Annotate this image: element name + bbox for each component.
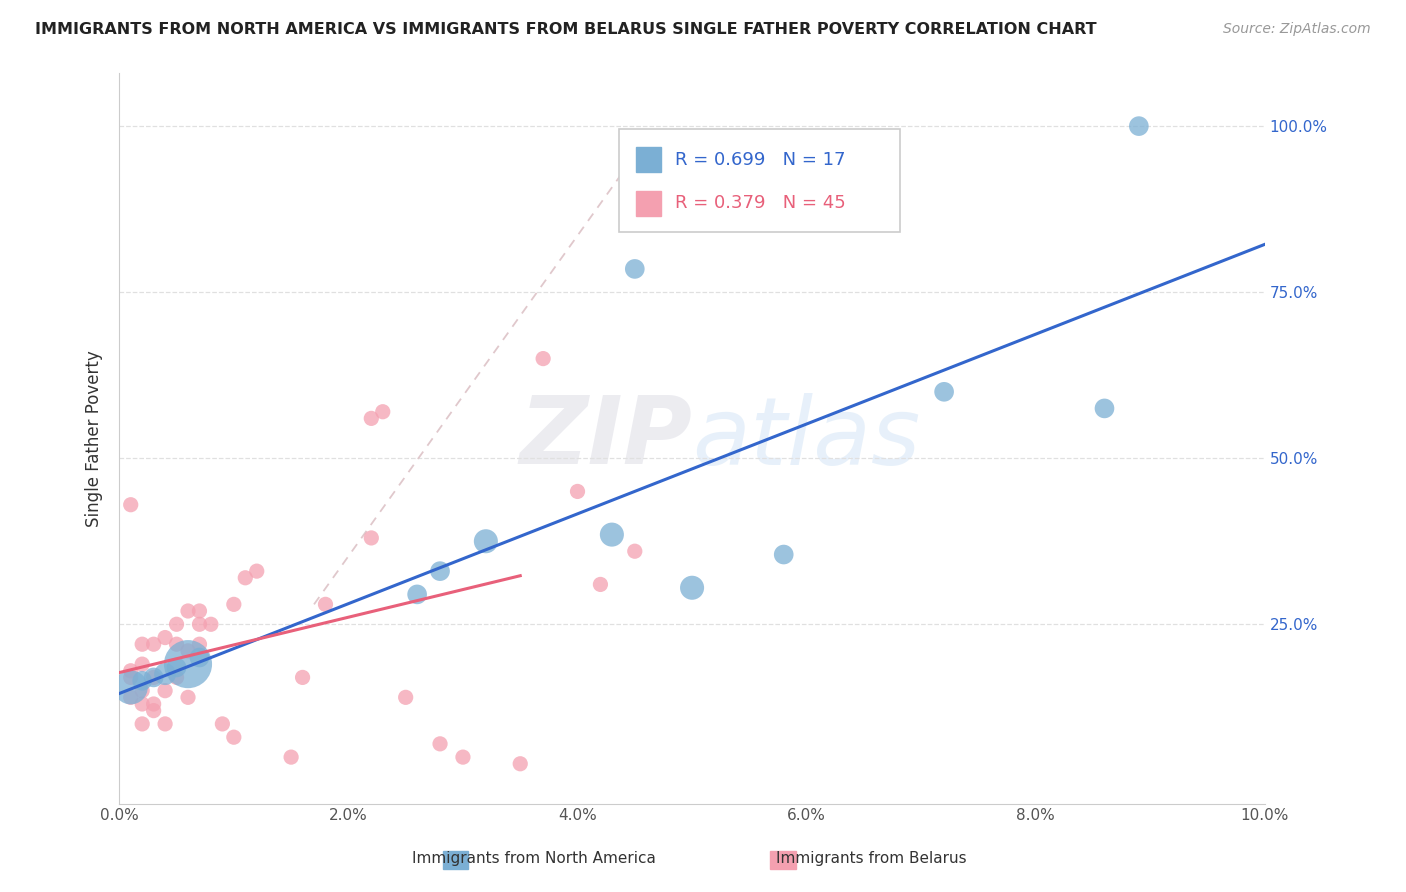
Point [131, 673, 153, 688]
Point [509, 756, 531, 771]
Point [1094, 401, 1116, 416]
Point [429, 564, 451, 578]
Point [623, 544, 645, 558]
Point [120, 498, 142, 512]
Point [623, 261, 645, 276]
Text: Immigrants from North America: Immigrants from North America [412, 852, 657, 866]
Point [475, 534, 498, 549]
Point [211, 717, 233, 731]
Point [153, 683, 176, 698]
Y-axis label: Single Father Poverty: Single Father Poverty [86, 350, 103, 526]
Point [177, 657, 200, 672]
Point [177, 604, 200, 618]
Point [120, 690, 142, 705]
Point [142, 704, 165, 718]
Point [451, 750, 474, 764]
Point [177, 690, 200, 705]
Point [681, 581, 703, 595]
Point [166, 660, 188, 674]
Point [131, 637, 153, 651]
Point [567, 484, 589, 499]
Point [120, 681, 142, 695]
Point [188, 617, 211, 632]
Text: atlas: atlas [692, 392, 921, 483]
Point [131, 683, 153, 698]
Point [142, 637, 165, 651]
Point [772, 548, 794, 562]
Point [153, 717, 176, 731]
Point [166, 637, 188, 651]
Point [131, 697, 153, 711]
Point [166, 670, 188, 684]
Point [131, 657, 153, 672]
Point [371, 405, 394, 419]
Point [233, 571, 256, 585]
Text: Immigrants from Belarus: Immigrants from Belarus [776, 852, 967, 866]
Point [222, 730, 245, 744]
Point [120, 664, 142, 678]
Point [142, 670, 165, 684]
Point [142, 670, 165, 684]
Point [200, 617, 222, 632]
Text: R = 0.379   N = 45: R = 0.379 N = 45 [675, 194, 845, 212]
Point [188, 650, 211, 665]
Text: R = 0.699   N = 17: R = 0.699 N = 17 [675, 151, 845, 169]
Point [120, 670, 142, 684]
Point [429, 737, 451, 751]
Point [360, 411, 382, 425]
Point [177, 644, 200, 658]
Point [589, 577, 612, 591]
Point [531, 351, 554, 366]
Point [314, 598, 336, 612]
Point [246, 564, 269, 578]
Point [1128, 119, 1150, 133]
Text: Source: ZipAtlas.com: Source: ZipAtlas.com [1223, 22, 1371, 37]
Point [142, 697, 165, 711]
Point [188, 604, 211, 618]
Point [222, 598, 245, 612]
Point [600, 527, 623, 541]
Point [395, 690, 418, 705]
Point [153, 631, 176, 645]
Point [932, 384, 955, 399]
Point [131, 717, 153, 731]
Point [291, 670, 314, 684]
Point [406, 587, 429, 601]
Point [166, 617, 188, 632]
Text: ZIP: ZIP [519, 392, 692, 484]
Point [188, 637, 211, 651]
Text: IMMIGRANTS FROM NORTH AMERICA VS IMMIGRANTS FROM BELARUS SINGLE FATHER POVERTY C: IMMIGRANTS FROM NORTH AMERICA VS IMMIGRA… [35, 22, 1097, 37]
Point [280, 750, 302, 764]
Point [360, 531, 382, 545]
Point [153, 667, 176, 681]
